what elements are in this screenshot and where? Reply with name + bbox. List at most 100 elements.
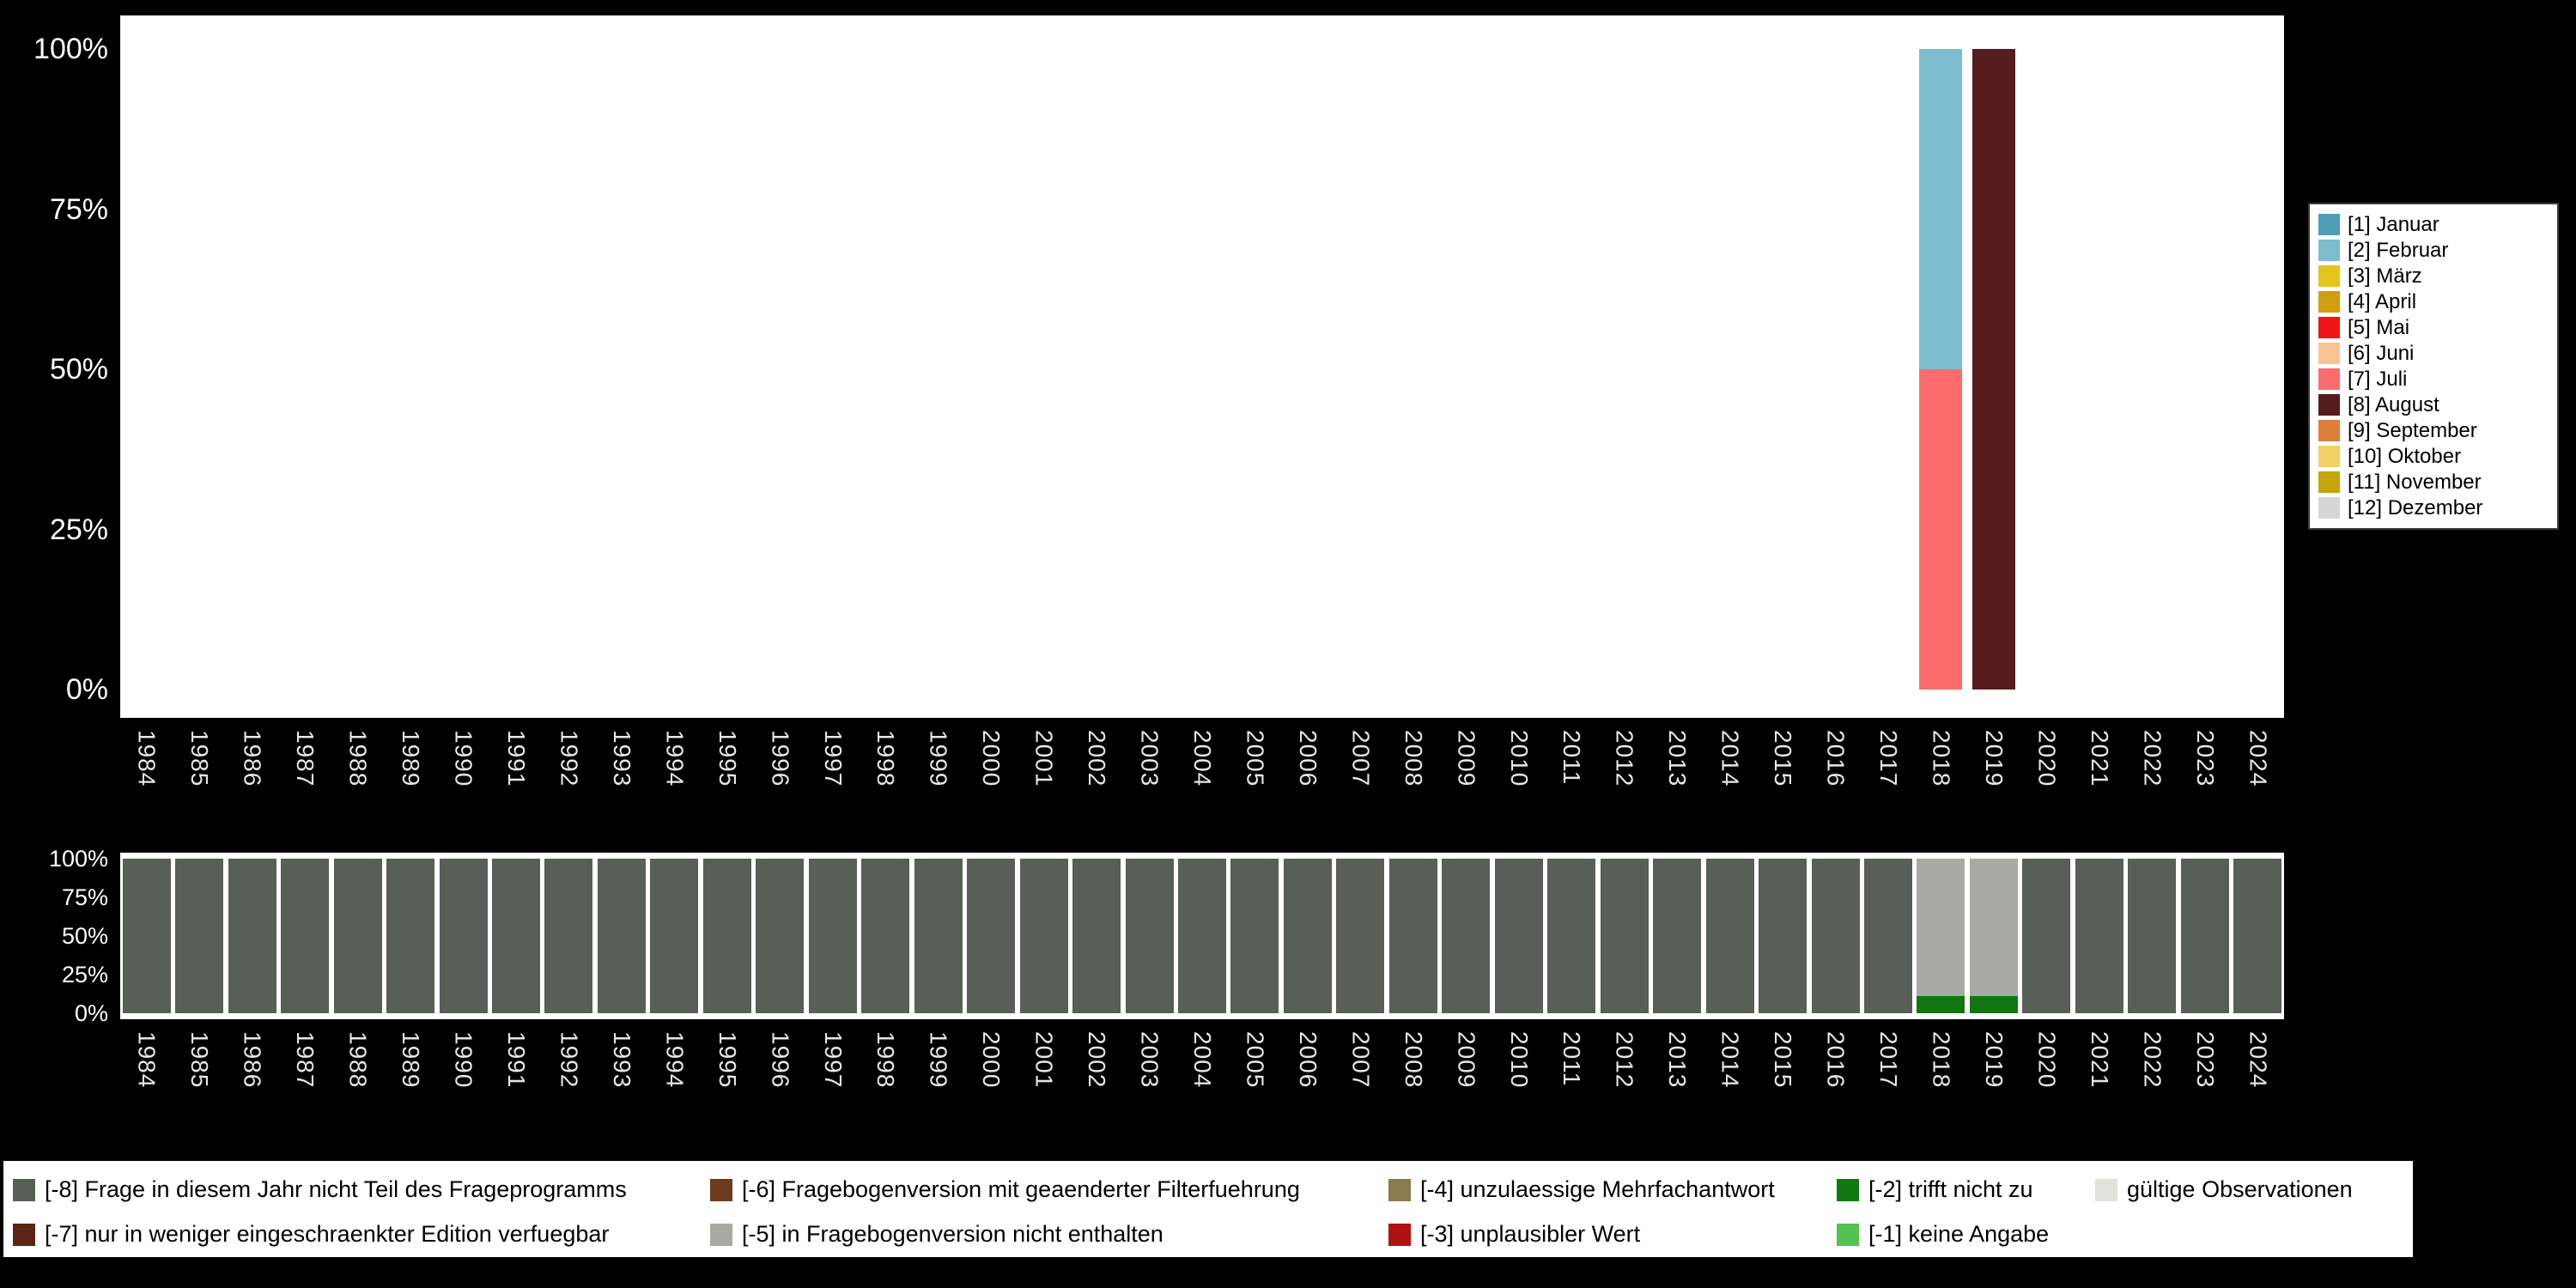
bar-segment xyxy=(1653,859,1702,1013)
bar-segment xyxy=(1336,859,1385,1013)
legend-label: [-4] unzulaessige Mehrfachantwort xyxy=(1420,1176,1775,1202)
x-axis-tick-label: 1987 xyxy=(292,1031,319,1089)
legend-item: [-6] Fragebogenversion mit geaenderter F… xyxy=(710,1176,1300,1203)
x-axis-tick-label: 2004 xyxy=(1189,730,1216,787)
bar-segment xyxy=(1917,859,1965,997)
legend-color-swatch xyxy=(2318,214,2340,235)
x-axis-tick-label: 2007 xyxy=(1347,1031,1375,1089)
x-axis-tick-label: 2016 xyxy=(1822,730,1850,787)
bar-segment xyxy=(386,859,435,1013)
month-chart-plot-area xyxy=(120,15,2284,718)
bar-segment xyxy=(1494,859,1543,1013)
legend-label: [-3] unplausibler Wert xyxy=(1420,1221,1641,1247)
x-axis-tick-label: 1987 xyxy=(292,730,319,787)
x-axis-tick-label: 1986 xyxy=(239,730,266,787)
bar-segment xyxy=(650,859,699,1013)
legend-item: gültige Observationen xyxy=(2095,1176,2353,1203)
bar-segment xyxy=(1125,859,1174,1013)
x-axis-tick-label: 2019 xyxy=(1980,730,2008,787)
x-axis-tick-label: 1999 xyxy=(925,1031,952,1089)
y-axis-tick-label: 100% xyxy=(48,846,108,872)
bar-segment xyxy=(1442,859,1491,1013)
bar-segment xyxy=(1705,859,1754,1013)
x-axis-tick-label: 1995 xyxy=(714,730,741,787)
bar-segment xyxy=(1072,859,1121,1013)
x-axis-tick-label: 1997 xyxy=(819,730,847,787)
x-axis-tick-label: 1989 xyxy=(398,1031,425,1089)
bar-segment xyxy=(333,859,382,1013)
x-axis-tick-label: 2015 xyxy=(1770,730,1797,787)
legend-item: [-8] Frage in diesem Jahr nicht Teil des… xyxy=(13,1176,627,1203)
x-axis-tick-label: 1985 xyxy=(186,730,214,787)
bar-segment xyxy=(1917,996,1965,1013)
y-axis-tick-label: 0% xyxy=(74,1000,108,1026)
bar-segment xyxy=(1230,859,1279,1013)
legend-color-swatch xyxy=(13,1178,35,1201)
bar-segment xyxy=(1969,859,2018,997)
x-axis-tick-label: 2011 xyxy=(1558,1031,1586,1087)
x-axis-tick-label: 2023 xyxy=(2191,730,2219,787)
legend-label: [5] Mai xyxy=(2348,316,2410,339)
x-axis-tick-label: 2002 xyxy=(1084,1031,1111,1089)
x-axis-tick-label: 2006 xyxy=(1294,1031,1321,1089)
x-axis-tick-label: 2014 xyxy=(1716,1031,1744,1089)
x-axis-tick-label: 1998 xyxy=(872,1031,900,1089)
bar-segment xyxy=(1547,859,1596,1013)
x-axis-tick-label: 2009 xyxy=(1453,730,1480,787)
bar-segment xyxy=(1971,49,2015,690)
legend-item: [-4] unzulaessige Mehrfachantwort xyxy=(1388,1176,1775,1203)
x-axis-tick-label: 2018 xyxy=(1928,1031,1955,1089)
month-legend: [1] Januar [2] Februar [3] März [4] April [5… xyxy=(2308,203,2559,530)
x-axis-tick-label: 2001 xyxy=(1030,1031,1058,1089)
bar-segment xyxy=(1969,996,2018,1013)
x-axis-tick-label: 1996 xyxy=(767,730,794,787)
bar-segment xyxy=(122,859,171,1013)
legend-item: [2] Februar xyxy=(2318,239,2549,262)
legend-color-swatch xyxy=(1388,1223,1411,1246)
bar-segment xyxy=(808,859,857,1013)
x-axis-tick-label: 1988 xyxy=(344,1031,372,1089)
legend-color-swatch xyxy=(710,1223,732,1246)
legend-color-swatch xyxy=(2318,368,2340,390)
x-axis-tick-label: 2019 xyxy=(1980,1031,2008,1089)
y-axis-tick-label: 0% xyxy=(65,673,108,706)
x-axis-tick-label: 2024 xyxy=(2245,730,2272,787)
missing-values-legend: [-8] Frage in diesem Jahr nicht Teil des… xyxy=(3,1161,2413,1257)
bar-segment xyxy=(861,859,910,1013)
legend-item: [-5] in Fragebogenversion nicht enthalte… xyxy=(710,1221,1163,1248)
bar-segment xyxy=(1919,369,1963,690)
x-axis-tick-label: 2009 xyxy=(1453,1031,1480,1089)
y-axis-tick-label: 50% xyxy=(49,353,108,386)
x-axis-tick-label: 2000 xyxy=(978,1031,1005,1089)
bar-segment xyxy=(1178,859,1226,1013)
legend-color-swatch xyxy=(2318,446,2340,467)
x-axis-tick-label: 1991 xyxy=(502,730,530,787)
legend-label: [9] September xyxy=(2348,419,2477,442)
legend-color-swatch xyxy=(1837,1223,1859,1246)
legend-label: [-8] Frage in diesem Jahr nicht Teil des… xyxy=(45,1176,627,1202)
bar-segment xyxy=(1600,859,1649,1013)
legend-label: [2] Februar xyxy=(2348,239,2449,262)
x-axis-tick-label: 1994 xyxy=(661,730,689,787)
x-axis-tick-label: 1984 xyxy=(133,1031,161,1089)
legend-item: [7] Juli xyxy=(2318,368,2549,391)
legend-color-swatch xyxy=(1837,1178,1859,1201)
legend-label: [-1] keine Angabe xyxy=(1868,1221,2050,1247)
legend-color-swatch xyxy=(13,1223,35,1246)
legend-label: [12] Dezember xyxy=(2348,496,2483,519)
x-axis-tick-label: 1985 xyxy=(186,1031,214,1089)
x-axis-tick-label: 2008 xyxy=(1400,1031,1427,1089)
legend-item: [3] März xyxy=(2318,264,2549,288)
x-axis-tick-label: 2021 xyxy=(2086,730,2113,787)
legend-item: [-1] keine Angabe xyxy=(1837,1221,2049,1248)
x-axis-tick-label: 2003 xyxy=(1136,730,1163,787)
x-axis-tick-label: 1990 xyxy=(450,1031,477,1089)
legend-item: [-7] nur in weniger eingeschraenkter Edi… xyxy=(13,1221,609,1248)
legend-label: [6] Juni xyxy=(2348,342,2415,365)
x-axis-tick-label: 2007 xyxy=(1347,730,1375,787)
x-axis-tick-label: 1993 xyxy=(608,1031,635,1089)
x-axis-tick-label: 2013 xyxy=(1664,1031,1692,1089)
legend-item: [10] Oktober xyxy=(2318,445,2549,468)
x-axis-tick-label: 2010 xyxy=(1505,730,1533,787)
legend-color-swatch xyxy=(2318,317,2340,338)
